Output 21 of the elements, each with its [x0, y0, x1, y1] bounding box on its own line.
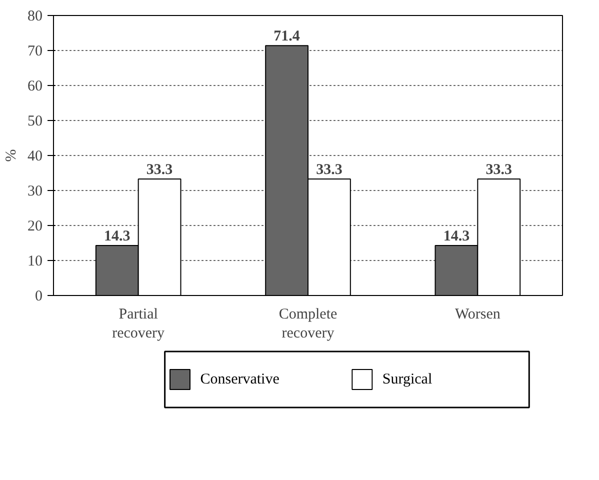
- data-label: 14.3: [443, 228, 470, 244]
- y-tick-label: 30: [28, 184, 42, 200]
- x-tick-label: Partial recovery: [112, 306, 166, 342]
- data-label: 33.3: [146, 162, 173, 178]
- y-tick-label: 10: [28, 254, 42, 270]
- data-label: 14.3: [104, 228, 130, 244]
- legend-label: Surgical: [382, 372, 432, 388]
- y-tick-label: 50: [28, 114, 42, 130]
- x-tick-label: Worsen: [454, 306, 501, 322]
- y-tick-label: 60: [28, 78, 42, 94]
- y-tick-label: 0: [35, 288, 42, 304]
- data-label: 33.3: [316, 162, 342, 178]
- data-label: 71.4: [274, 28, 300, 45]
- legend-label: Conservative: [200, 372, 280, 388]
- x-tick-label: Complete recovery: [278, 306, 338, 342]
- y-tick-label: 80: [28, 8, 42, 24]
- data-label: 33.3: [486, 162, 512, 178]
- y-tick-label: 40: [28, 148, 42, 164]
- y-tick-label: 70: [28, 44, 42, 60]
- y-axis-title: %: [4, 149, 20, 162]
- y-tick-label: 20: [28, 218, 42, 234]
